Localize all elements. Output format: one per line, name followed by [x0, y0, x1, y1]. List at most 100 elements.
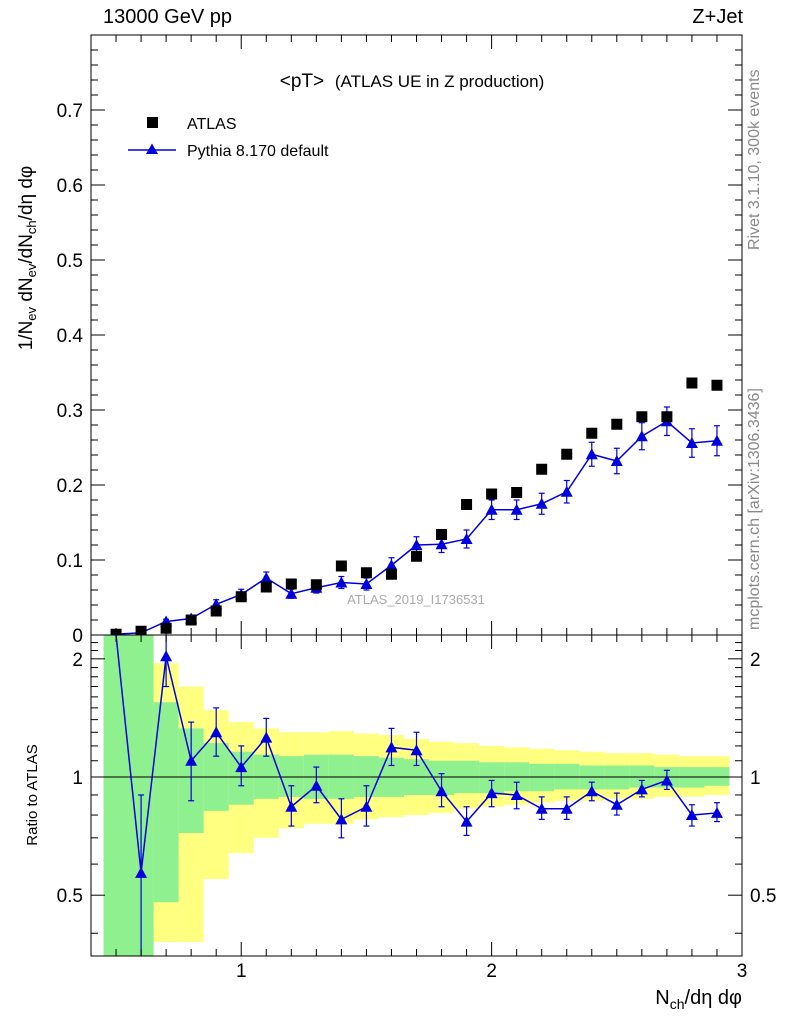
atlas-point: [235, 591, 247, 603]
atlas-point: [586, 427, 598, 439]
atlas-point: [486, 488, 498, 500]
legend-atlas-marker: [147, 117, 158, 128]
pythia-point: [585, 448, 598, 460]
pythia-point: [385, 559, 398, 571]
ratio-point: [410, 744, 423, 756]
ratio-point: [485, 787, 498, 799]
atlas-point: [411, 550, 422, 562]
ratio-plot-area: [91, 634, 742, 956]
atlas-point: [335, 560, 347, 572]
pythia-point: [285, 587, 298, 599]
ratio-point: [385, 741, 398, 753]
ratio-axis-ticks: 0.5 0.5 1 1 2 2 1 2 3: [57, 635, 776, 982]
main-ytick-label: 0.4: [57, 326, 84, 347]
band-inner-bin: [704, 767, 730, 786]
atlas-point: [360, 567, 372, 579]
main-ylabel: 1/Nev dNev/dNch/dη dφ: [16, 166, 39, 351]
atlas-point: [461, 499, 473, 510]
atlas-point: [385, 568, 397, 580]
watermark-label: ATLAS_2019_I1736531: [347, 592, 485, 607]
ratio-ytick-label-right: 0.5: [750, 886, 776, 907]
atlas-point: [561, 448, 573, 460]
ratio-point: [260, 731, 273, 743]
pythia-point: [360, 578, 373, 589]
ratio-point: [235, 761, 248, 773]
main-plot-area: [110, 377, 723, 640]
atlas-point: [611, 418, 623, 430]
ratio-ytick-label: 2: [72, 650, 83, 671]
rivet-version-label: Rivet 3.1.10, 300k events: [746, 69, 763, 250]
mcplots-label: mcplots.cern.ch [arXiv:1306.3436]: [746, 388, 763, 630]
atlas-point: [310, 579, 322, 591]
atlas-point: [210, 605, 222, 617]
legend: ATLAS Pythia 8.170 default: [128, 116, 329, 160]
atlas-point: [636, 411, 648, 423]
ratio-ytick-label-right: 2: [750, 650, 761, 671]
ratio-point: [185, 754, 198, 766]
pythia-point: [260, 572, 273, 583]
band-inner-bin: [153, 702, 179, 903]
ratio-point: [160, 650, 173, 662]
atlas-point: [686, 377, 698, 389]
ratio-ylabel: Ratio to ATLAS: [24, 744, 41, 845]
atlas-point: [185, 614, 197, 626]
legend-pythia-label: Pythia 8.170 default: [187, 143, 329, 160]
main-title-sub: (ATLAS UE in Z production): [335, 72, 544, 91]
ratio-point: [210, 726, 223, 738]
ratio-point: [710, 806, 723, 818]
header-left-label: 13000 GeV pp: [103, 6, 232, 28]
ratio-point: [685, 809, 698, 821]
header-right-label: Z+Jet: [692, 6, 743, 28]
atlas-point: [511, 487, 523, 498]
pythia-point: [435, 538, 448, 550]
main-title-main: <pT>: [280, 71, 324, 92]
atlas-point: [285, 578, 297, 590]
band-inner-bin: [103, 635, 129, 956]
band-inner-bin: [529, 763, 555, 792]
pythia-point: [710, 434, 723, 446]
main-ytick-label: 0: [72, 626, 83, 647]
ratio-point: [310, 779, 323, 791]
ratio-point: [660, 774, 673, 786]
pythia-point: [685, 437, 698, 448]
ratio-ytick-label-right: 1: [750, 768, 761, 789]
ratio-point: [560, 802, 573, 814]
ratio-point: [510, 788, 523, 800]
pythia-point: [410, 539, 423, 550]
ratio-point: [635, 783, 648, 795]
ratio-xlabel: Nch/dη dφ: [655, 987, 742, 1012]
main-ytick-label: 0.3: [57, 401, 83, 422]
ratio-ytick-label: 0.5: [57, 886, 83, 907]
main-ytick-label: 0.1: [57, 551, 83, 572]
ratio-point: [585, 785, 598, 797]
main-title: <pT> (ATLAS UE in Z production): [280, 71, 545, 92]
atlas-point: [536, 463, 548, 475]
legend-atlas-label: ATLAS: [187, 116, 237, 133]
ratio-point: [335, 813, 348, 825]
atlas-point: [260, 581, 272, 593]
main-ytick-label: 0.5: [57, 251, 83, 272]
main-ytick-label: 0.7: [57, 101, 83, 122]
pythia-point: [535, 497, 548, 509]
atlas-point: [661, 411, 673, 423]
pythia-point: [485, 503, 498, 515]
pythia-point: [335, 576, 348, 588]
atlas-point: [711, 379, 723, 391]
main-axis-ticks: 0 0.1 0.2 0.3 0.4 0.5 0.6 0.7: [57, 35, 743, 647]
ratio-uncertainty-bands: [103, 635, 730, 956]
legend-pythia-marker: [146, 143, 158, 154]
ratio-ytick-label: 1: [72, 768, 83, 789]
pythia-point: [460, 533, 473, 544]
pythia-point: [635, 430, 648, 442]
ratio-xtick-label: 3: [737, 961, 748, 982]
ratio-point: [135, 866, 148, 878]
ratio-point: [435, 785, 448, 797]
pythia-point: [510, 503, 523, 515]
ratio-point: [610, 798, 623, 810]
pythia-point: [560, 485, 573, 497]
main-ytick-label: 0.6: [57, 176, 83, 197]
atlas-point: [436, 529, 448, 540]
ratio-point: [285, 800, 298, 812]
